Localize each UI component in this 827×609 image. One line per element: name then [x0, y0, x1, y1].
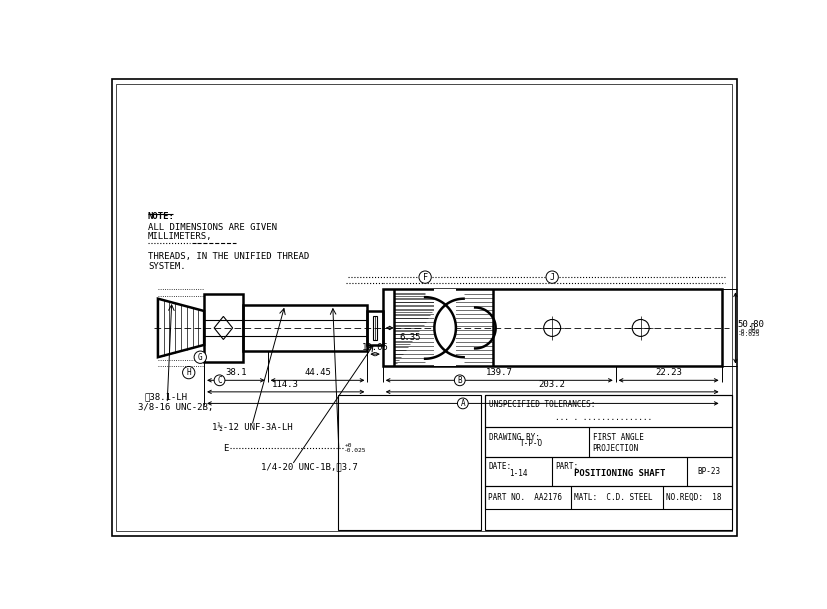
Text: B: B — [457, 376, 461, 385]
Text: 1½-12 UNF-3A-LH: 1½-12 UNF-3A-LH — [212, 423, 292, 432]
Text: E: E — [223, 443, 228, 452]
Text: FIRST ANGLE: FIRST ANGLE — [592, 432, 643, 442]
Circle shape — [214, 375, 225, 385]
Bar — [367, 311, 382, 345]
Bar — [485, 428, 731, 457]
Circle shape — [457, 398, 468, 409]
Circle shape — [418, 271, 431, 283]
Text: DRAWING BY:: DRAWING BY: — [489, 432, 539, 442]
Text: UNSPECIFIED TOLERANCES:: UNSPECIFIED TOLERANCES: — [489, 400, 595, 409]
Circle shape — [746, 323, 757, 333]
Text: PART:: PART: — [554, 462, 577, 471]
Text: 203.2: 203.2 — [538, 380, 565, 389]
Text: DATE:: DATE: — [488, 462, 511, 471]
Bar — [485, 486, 731, 509]
Bar — [485, 395, 731, 530]
Text: 50.80: 50.80 — [737, 320, 763, 329]
Circle shape — [194, 351, 206, 364]
Bar — [434, 289, 456, 367]
Text: 114.3: 114.3 — [272, 380, 299, 389]
Circle shape — [182, 367, 194, 379]
Text: THREADS, IN THE UNIFIED THREAD: THREADS, IN THE UNIFIED THREAD — [148, 253, 308, 261]
Bar — [485, 457, 731, 486]
Bar — [204, 294, 242, 362]
Bar — [372, 315, 377, 340]
Text: SYSTEM.: SYSTEM. — [148, 262, 185, 271]
Circle shape — [454, 375, 465, 385]
Text: ALL DIMENSIONS ARE GIVEN: ALL DIMENSIONS ARE GIVEN — [148, 224, 276, 232]
Text: 22.23: 22.23 — [654, 368, 681, 377]
Text: POSITIONING SHAFT: POSITIONING SHAFT — [573, 469, 664, 478]
Text: J: J — [549, 273, 554, 281]
Text: NOTE:: NOTE: — [148, 213, 174, 222]
Text: C: C — [217, 376, 222, 385]
Text: PART NO.  AA2176: PART NO. AA2176 — [488, 493, 562, 502]
Text: 1/4-20 UNC-1B,ℒ3.7: 1/4-20 UNC-1B,ℒ3.7 — [261, 463, 357, 472]
Text: G: G — [198, 353, 203, 362]
Text: H: H — [186, 368, 191, 377]
Bar — [242, 305, 367, 351]
Text: 38.1: 38.1 — [225, 368, 246, 377]
Text: ... . ...............: ... . ............... — [555, 413, 661, 422]
Text: MILLIMETERS,: MILLIMETERS, — [148, 233, 213, 242]
Text: ℒ38.1-LH: ℒ38.1-LH — [144, 393, 187, 402]
Text: -0.000: -0.000 — [737, 328, 759, 334]
Text: -0.025: -0.025 — [737, 333, 759, 337]
Text: BP-23: BP-23 — [697, 466, 720, 476]
Text: MATL:  C.D. STEEL: MATL: C.D. STEEL — [574, 493, 653, 502]
Text: 139.7: 139.7 — [485, 368, 512, 377]
Text: 3/8-16 UNC-2B,: 3/8-16 UNC-2B, — [138, 403, 213, 412]
Text: -0.025: -0.025 — [344, 448, 366, 453]
Text: D: D — [749, 323, 753, 333]
Text: T-P-O: T-P-O — [519, 439, 543, 448]
Text: 1-14: 1-14 — [509, 469, 527, 478]
Bar — [337, 395, 480, 530]
Text: A: A — [460, 399, 465, 408]
Text: F: F — [422, 273, 427, 281]
Text: 19.05: 19.05 — [361, 343, 388, 352]
Bar — [485, 395, 731, 428]
Text: NO.REQD:  18: NO.REQD: 18 — [665, 493, 720, 502]
Text: 44.45: 44.45 — [304, 368, 331, 377]
Text: +0: +0 — [344, 443, 351, 448]
Text: PROJECTION: PROJECTION — [592, 443, 638, 452]
Text: 6.35: 6.35 — [399, 333, 421, 342]
Bar — [382, 289, 720, 367]
Circle shape — [545, 271, 557, 283]
